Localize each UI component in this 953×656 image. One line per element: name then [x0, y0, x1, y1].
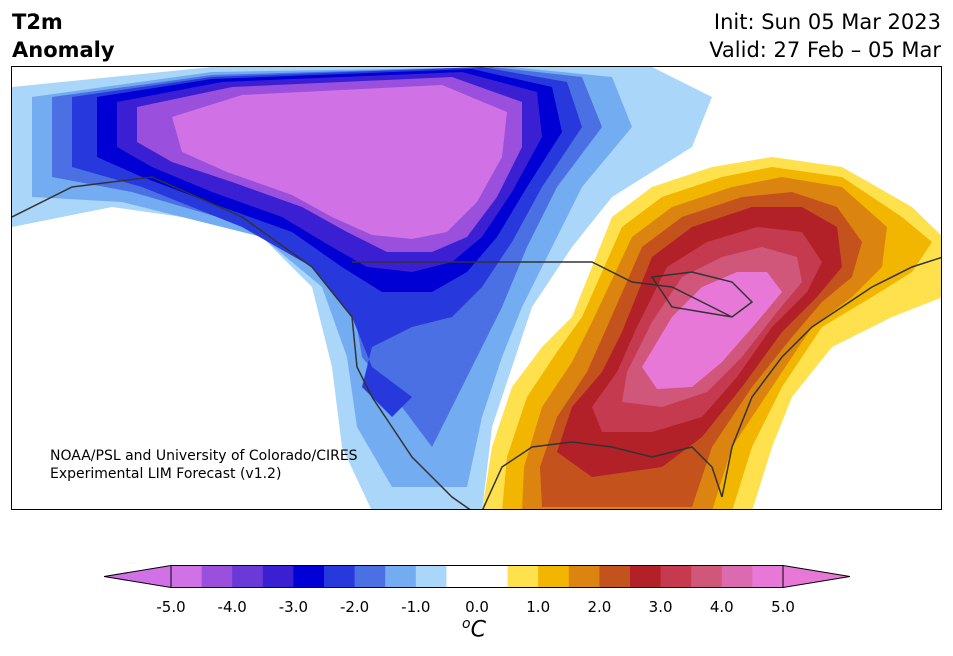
colorbar-segment — [660, 565, 692, 588]
colorbar-segment — [752, 565, 784, 588]
colorbar-segment — [385, 565, 417, 588]
coastline-west — [12, 176, 471, 509]
canada-us-border — [352, 261, 733, 318]
colorbar-tick-label: 2.0 — [587, 598, 612, 616]
warm-extreme-shade — [642, 272, 782, 389]
forecast-dates: Init: Sun 05 Mar 2023 Valid: 27 Feb – 05… — [709, 8, 941, 64]
colorbar-tick-label: 3.0 — [648, 598, 673, 616]
warm-anomaly-region — [482, 157, 941, 509]
colorbar-tick-label: 5.0 — [771, 598, 795, 616]
colorbar-segment — [201, 565, 233, 588]
credit-line-2: Experimental LIM Forecast (v1.2) — [50, 466, 282, 482]
colorbar-tick-label: -3.0 — [278, 598, 309, 616]
colorbar-segment — [446, 565, 478, 588]
colorbar-tick-label: 0.0 — [465, 598, 489, 616]
colorbar-tick-label: 4.0 — [709, 598, 734, 616]
colorbar-segment — [538, 565, 570, 588]
colorbar-segment — [568, 565, 600, 588]
colorbar-tick-labels: -5.0 -4.0 -3.0 -2.0 -1.0 0.0 1.0 2.0 3.0 4.0 5.0 — [0, 598, 953, 618]
title-line-2: Anomaly — [12, 38, 115, 62]
colorbar-tick-label: 1.0 — [526, 598, 551, 616]
colorbar-outline — [170, 565, 784, 588]
valid-range: Valid: 27 Feb – 05 Mar — [709, 38, 941, 62]
colorbar-segment — [354, 565, 386, 588]
colorbar-tick-label: -1.0 — [401, 598, 431, 616]
colorbar-segment — [599, 565, 631, 588]
attribution: NOAA/PSL and University of Colorado/CIRE… — [50, 447, 358, 483]
great-lakes — [650, 271, 754, 318]
coastline-east — [721, 256, 941, 498]
colorbar-segment — [477, 565, 509, 588]
init-date: Init: Sun 05 Mar 2023 — [713, 10, 941, 34]
credit-line-1: NOAA/PSL and University of Colorado/CIRE… — [50, 448, 358, 464]
colorbar-tick-label: -5.0 — [156, 598, 186, 616]
unit-degree: o — [462, 616, 471, 632]
map-borders — [12, 176, 941, 509]
coastline-gulf — [482, 441, 723, 509]
colorbar-segment — [293, 565, 325, 588]
colorbar-max-extension — [782, 565, 850, 588]
colorbar-segment — [232, 565, 264, 588]
colorbar-tick-label: -2.0 — [339, 598, 370, 616]
colorbar-segment — [507, 565, 539, 588]
anomaly-map: NOAA/PSL and University of Colorado/CIRE… — [11, 66, 942, 510]
colorbar-tick-label: -4.0 — [217, 598, 247, 616]
cold-extreme-shade — [172, 85, 507, 239]
colorbar — [104, 565, 850, 588]
colorbar-segment — [630, 565, 662, 588]
colorbar-segment — [721, 565, 753, 588]
colorbar-segment — [415, 565, 447, 588]
colorbar-segment — [171, 565, 203, 588]
colorbar-segment — [324, 565, 356, 588]
title-line-1: T2m — [12, 10, 63, 34]
colorbar-min-extension — [104, 565, 172, 588]
unit-letter: C — [470, 617, 486, 643]
colorbar-segment — [691, 565, 723, 588]
colorbar-segment — [262, 565, 294, 588]
cold-anomaly-region — [12, 67, 712, 509]
map-canvas — [12, 67, 941, 509]
colorbar-unit: oC — [462, 616, 486, 642]
map-title: T2m Anomaly — [12, 8, 115, 64]
